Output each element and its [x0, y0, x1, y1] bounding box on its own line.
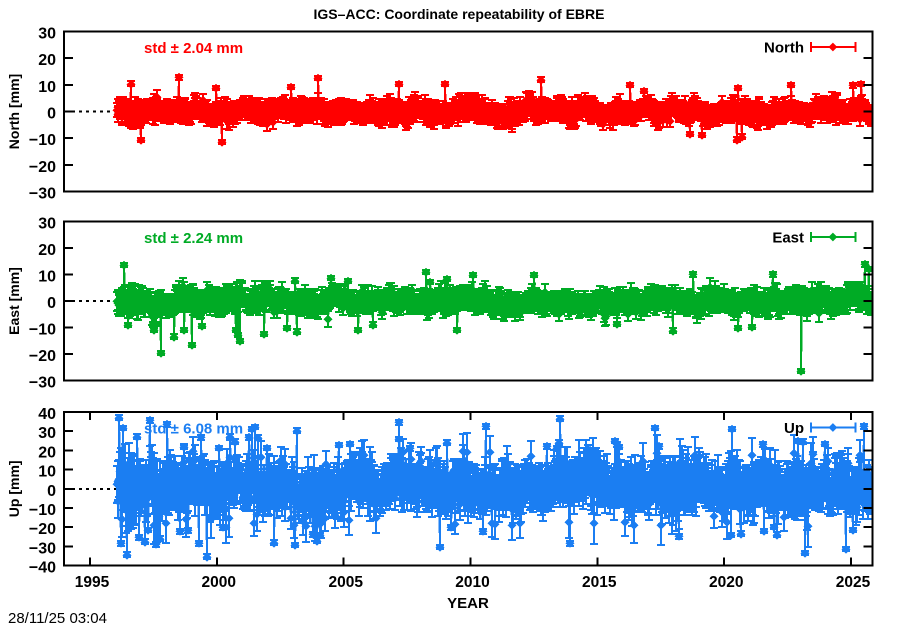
- svg-text:1995: 1995: [75, 574, 110, 591]
- svg-text:2010: 2010: [455, 574, 489, 591]
- svg-text:North: North: [764, 39, 804, 56]
- svg-text:−30: −30: [29, 186, 56, 203]
- svg-text:2020: 2020: [709, 574, 743, 591]
- svg-text:2005: 2005: [328, 574, 363, 591]
- svg-text:North [mm]: North [mm]: [6, 74, 22, 149]
- svg-text:IGS–ACC: Coordinate repeatabil: IGS–ACC: Coordinate repeatability of EBR…: [314, 6, 605, 22]
- svg-text:0: 0: [47, 295, 56, 312]
- svg-text:0: 0: [47, 483, 56, 500]
- svg-text:std ± 2.04 mm: std ± 2.04 mm: [144, 40, 243, 57]
- svg-text:10: 10: [38, 79, 56, 96]
- svg-text:−20: −20: [29, 159, 56, 176]
- svg-text:2025: 2025: [836, 574, 871, 591]
- svg-text:−20: −20: [29, 348, 56, 365]
- svg-text:10: 10: [38, 269, 56, 286]
- svg-text:30: 30: [38, 425, 56, 442]
- svg-text:−30: −30: [29, 375, 56, 392]
- svg-text:std ± 6.08 mm: std ± 6.08 mm: [144, 421, 243, 438]
- svg-text:20: 20: [38, 444, 56, 461]
- svg-text:−30: −30: [29, 540, 56, 557]
- svg-text:Up: Up: [784, 420, 804, 437]
- svg-text:20: 20: [38, 52, 56, 69]
- svg-text:0: 0: [47, 106, 56, 123]
- svg-text:East: East: [772, 229, 804, 246]
- svg-text:std ± 2.24 mm: std ± 2.24 mm: [144, 230, 243, 247]
- svg-text:Up [mm]: Up [mm]: [6, 460, 22, 517]
- svg-text:−20: −20: [29, 521, 56, 538]
- svg-text:−10: −10: [29, 322, 56, 339]
- svg-text:2015: 2015: [582, 574, 617, 591]
- svg-text:−40: −40: [29, 560, 56, 577]
- svg-text:−10: −10: [29, 502, 56, 519]
- svg-text:30: 30: [38, 216, 56, 233]
- svg-text:East [mm]: East [mm]: [6, 267, 22, 335]
- svg-text:28/11/25 03:04: 28/11/25 03:04: [8, 610, 107, 627]
- svg-text:40: 40: [38, 406, 56, 423]
- svg-text:2000: 2000: [202, 574, 236, 591]
- svg-text:30: 30: [38, 26, 56, 43]
- svg-text:10: 10: [38, 464, 56, 481]
- svg-text:20: 20: [38, 242, 56, 259]
- svg-text:−10: −10: [29, 132, 56, 149]
- svg-text:YEAR: YEAR: [447, 595, 489, 612]
